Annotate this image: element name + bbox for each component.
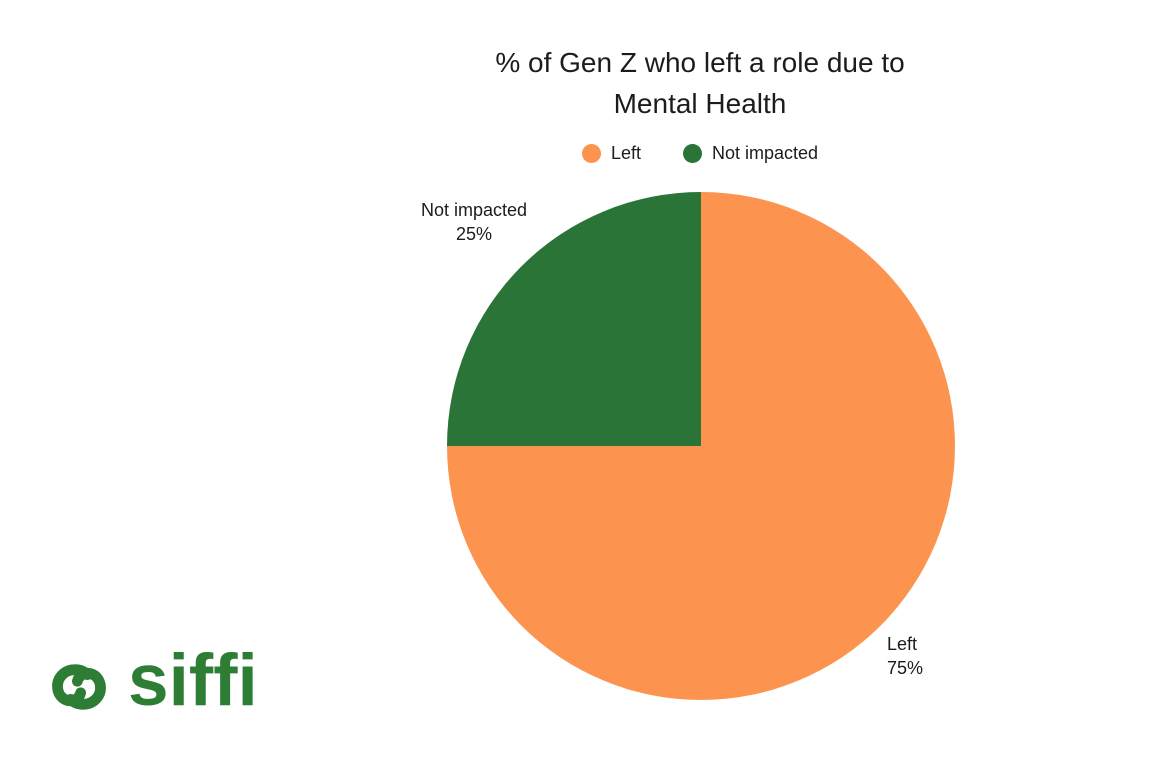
logo-text: siffi [128, 640, 258, 721]
pie-chart [447, 192, 955, 700]
siffi-logo-icon [52, 664, 106, 710]
chart-title-line2: Mental Health [613, 88, 787, 119]
slice-label-not-impacted-name: Not impacted [420, 200, 528, 220]
chart-title-line1: % of Gen Z who left a role due to [495, 47, 905, 78]
legend: Left Not impacted [350, 143, 1050, 164]
legend-item-not-impacted: Not impacted [682, 143, 819, 164]
slice-label-left: Left 75% [887, 632, 923, 680]
pie-slice-not-impacted [447, 192, 701, 446]
slice-label-not-impacted-pct: 25% [455, 224, 493, 244]
slice-label-left-name: Left [887, 634, 918, 654]
logo: siffi [50, 640, 258, 721]
legend-dot-not-impacted-icon [682, 144, 702, 163]
legend-label-left: Left [610, 143, 641, 163]
legend-label-not-impacted: Not impacted [711, 143, 819, 163]
legend-item-left: Left [581, 143, 641, 164]
slice-label-left-pct: 75% [887, 658, 924, 678]
slice-label-not-impacted: Not impacted 25% [404, 198, 544, 246]
logo-icon-hook-bottom-right [65, 667, 106, 710]
chart-title: % of Gen Z who left a role due to Mental… [350, 42, 1050, 124]
legend-dot-left-icon [581, 144, 601, 163]
